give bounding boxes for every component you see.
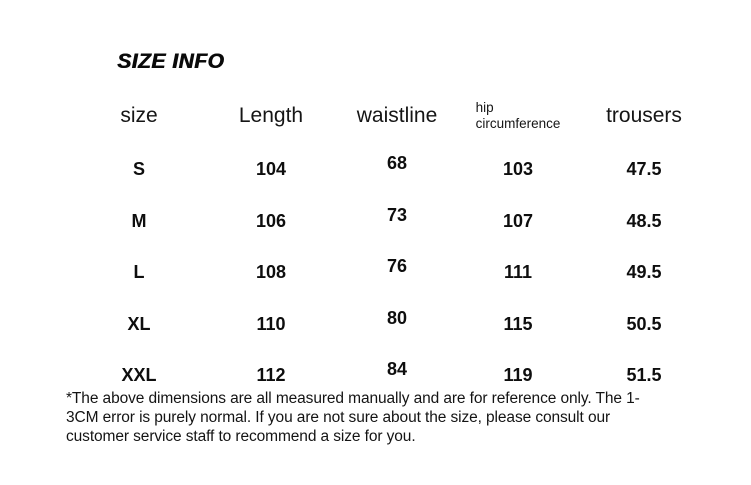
row-xxl-size: XXL xyxy=(121,365,157,386)
row-xl-hip: 115 xyxy=(503,313,533,334)
row-l-waistline: 76 xyxy=(386,256,408,277)
row-xl-waistline: 80 xyxy=(386,307,408,328)
row-m-length: 106 xyxy=(255,210,287,231)
column-header-trousers: trousers xyxy=(606,104,682,127)
row-l-size: L xyxy=(133,262,145,283)
column-header-waistline: waistline xyxy=(356,104,438,127)
row-m-trousers: 48.5 xyxy=(626,210,662,231)
column-header-size: size xyxy=(120,104,158,127)
size-table: size Length waistline hip circumference … xyxy=(88,88,694,402)
row-xxl-length: 112 xyxy=(256,365,286,386)
row-s-size: S xyxy=(132,159,145,180)
row-xxl-hip: 119 xyxy=(503,365,533,386)
row-m-size: M xyxy=(131,210,147,231)
row-s-trousers: 47.5 xyxy=(626,159,662,180)
row-xl-trousers: 50.5 xyxy=(626,313,662,334)
row-s-length: 104 xyxy=(255,159,287,180)
column-header-hip-circumference: hip circumference xyxy=(442,88,594,144)
row-xl-size: XL xyxy=(127,313,151,334)
row-l-trousers: 49.5 xyxy=(626,262,662,283)
column-header-hip-circumference-label: hip circumference xyxy=(475,99,561,131)
row-m-hip: 107 xyxy=(502,210,534,231)
row-xxl-waistline: 84 xyxy=(386,359,408,380)
row-s-waistline: 68 xyxy=(386,153,408,174)
row-s-hip: 103 xyxy=(502,159,534,180)
row-xl-length: 110 xyxy=(256,313,286,334)
row-m-waistline: 73 xyxy=(386,204,408,225)
page-title: SIZE INFO xyxy=(117,50,225,73)
measurement-disclaimer: *The above dimensions are all measured m… xyxy=(66,390,640,445)
row-l-length: 108 xyxy=(255,262,287,283)
column-header-length: Length xyxy=(238,104,304,127)
row-xxl-trousers: 51.5 xyxy=(626,365,662,386)
row-l-hip: 111 xyxy=(503,262,533,283)
